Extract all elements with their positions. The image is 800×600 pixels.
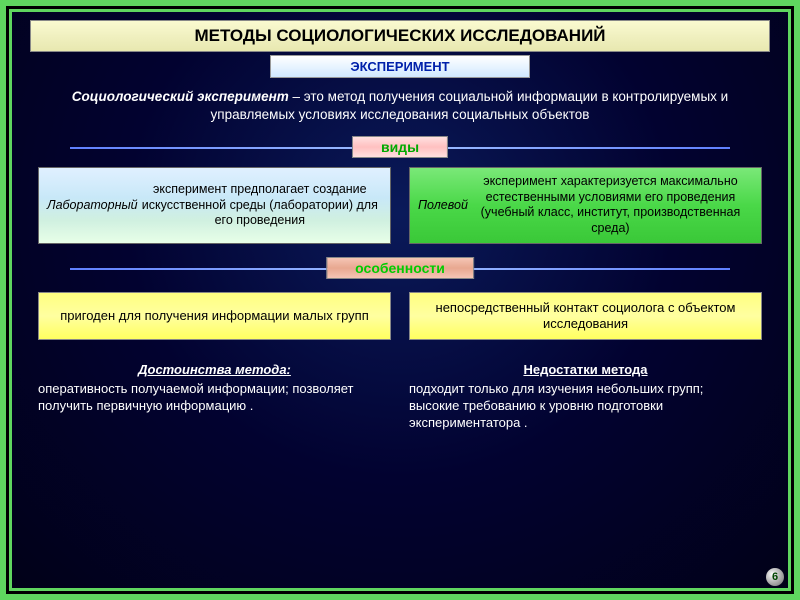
types-row: Лабораторный эксперимент предполагает со… bbox=[38, 167, 762, 244]
types-label: виды bbox=[352, 136, 448, 158]
advantages-heading: Достоинства метода: bbox=[38, 362, 391, 379]
definition-body: – это метод получения социальной информа… bbox=[211, 89, 729, 122]
feature-left-box: пригоден для получения информации малых … bbox=[38, 292, 391, 341]
mid-frame: МЕТОДЫ СОЦИОЛОГИЧЕСКИХ ИССЛЕДОВАНИЙ ЭКСП… bbox=[6, 6, 794, 594]
types-divider: виды bbox=[30, 133, 770, 161]
features-row: пригоден для получения информации малых … bbox=[38, 292, 762, 341]
advantages-body: оперативность получаемой информации; поз… bbox=[38, 381, 354, 413]
definition-text: Социологический эксперимент – это метод … bbox=[30, 78, 770, 131]
disadvantages-block: Недостатки метода подходит только для из… bbox=[409, 362, 762, 432]
pros-cons-row: Достоинства метода: оперативность получа… bbox=[38, 362, 762, 432]
field-experiment-box: Полевой эксперимент характеризуется макс… bbox=[409, 167, 762, 244]
slide-content: МЕТОДЫ СОЦИОЛОГИЧЕСКИХ ИССЛЕДОВАНИЙ ЭКСП… bbox=[9, 9, 791, 591]
disadvantages-heading: Недостатки метода bbox=[409, 362, 762, 379]
lab-experiment-box: Лабораторный эксперимент предполагает со… bbox=[38, 167, 391, 244]
features-divider: особенности bbox=[30, 254, 770, 282]
disadvantages-body: подходит только для изучения небольших г… bbox=[409, 381, 703, 430]
definition-term: Социологический эксперимент bbox=[72, 89, 289, 104]
outer-frame: МЕТОДЫ СОЦИОЛОГИЧЕСКИХ ИССЛЕДОВАНИЙ ЭКСП… bbox=[0, 0, 800, 600]
page-number-badge: 6 bbox=[766, 568, 784, 586]
main-title: МЕТОДЫ СОЦИОЛОГИЧЕСКИХ ИССЛЕДОВАНИЙ bbox=[30, 20, 770, 52]
features-label: особенности bbox=[326, 257, 474, 279]
subtitle: ЭКСПЕРИМЕНТ bbox=[270, 55, 530, 78]
feature-right-box: непосредственный контакт социолога с объ… bbox=[409, 292, 762, 341]
advantages-block: Достоинства метода: оперативность получа… bbox=[38, 362, 391, 432]
